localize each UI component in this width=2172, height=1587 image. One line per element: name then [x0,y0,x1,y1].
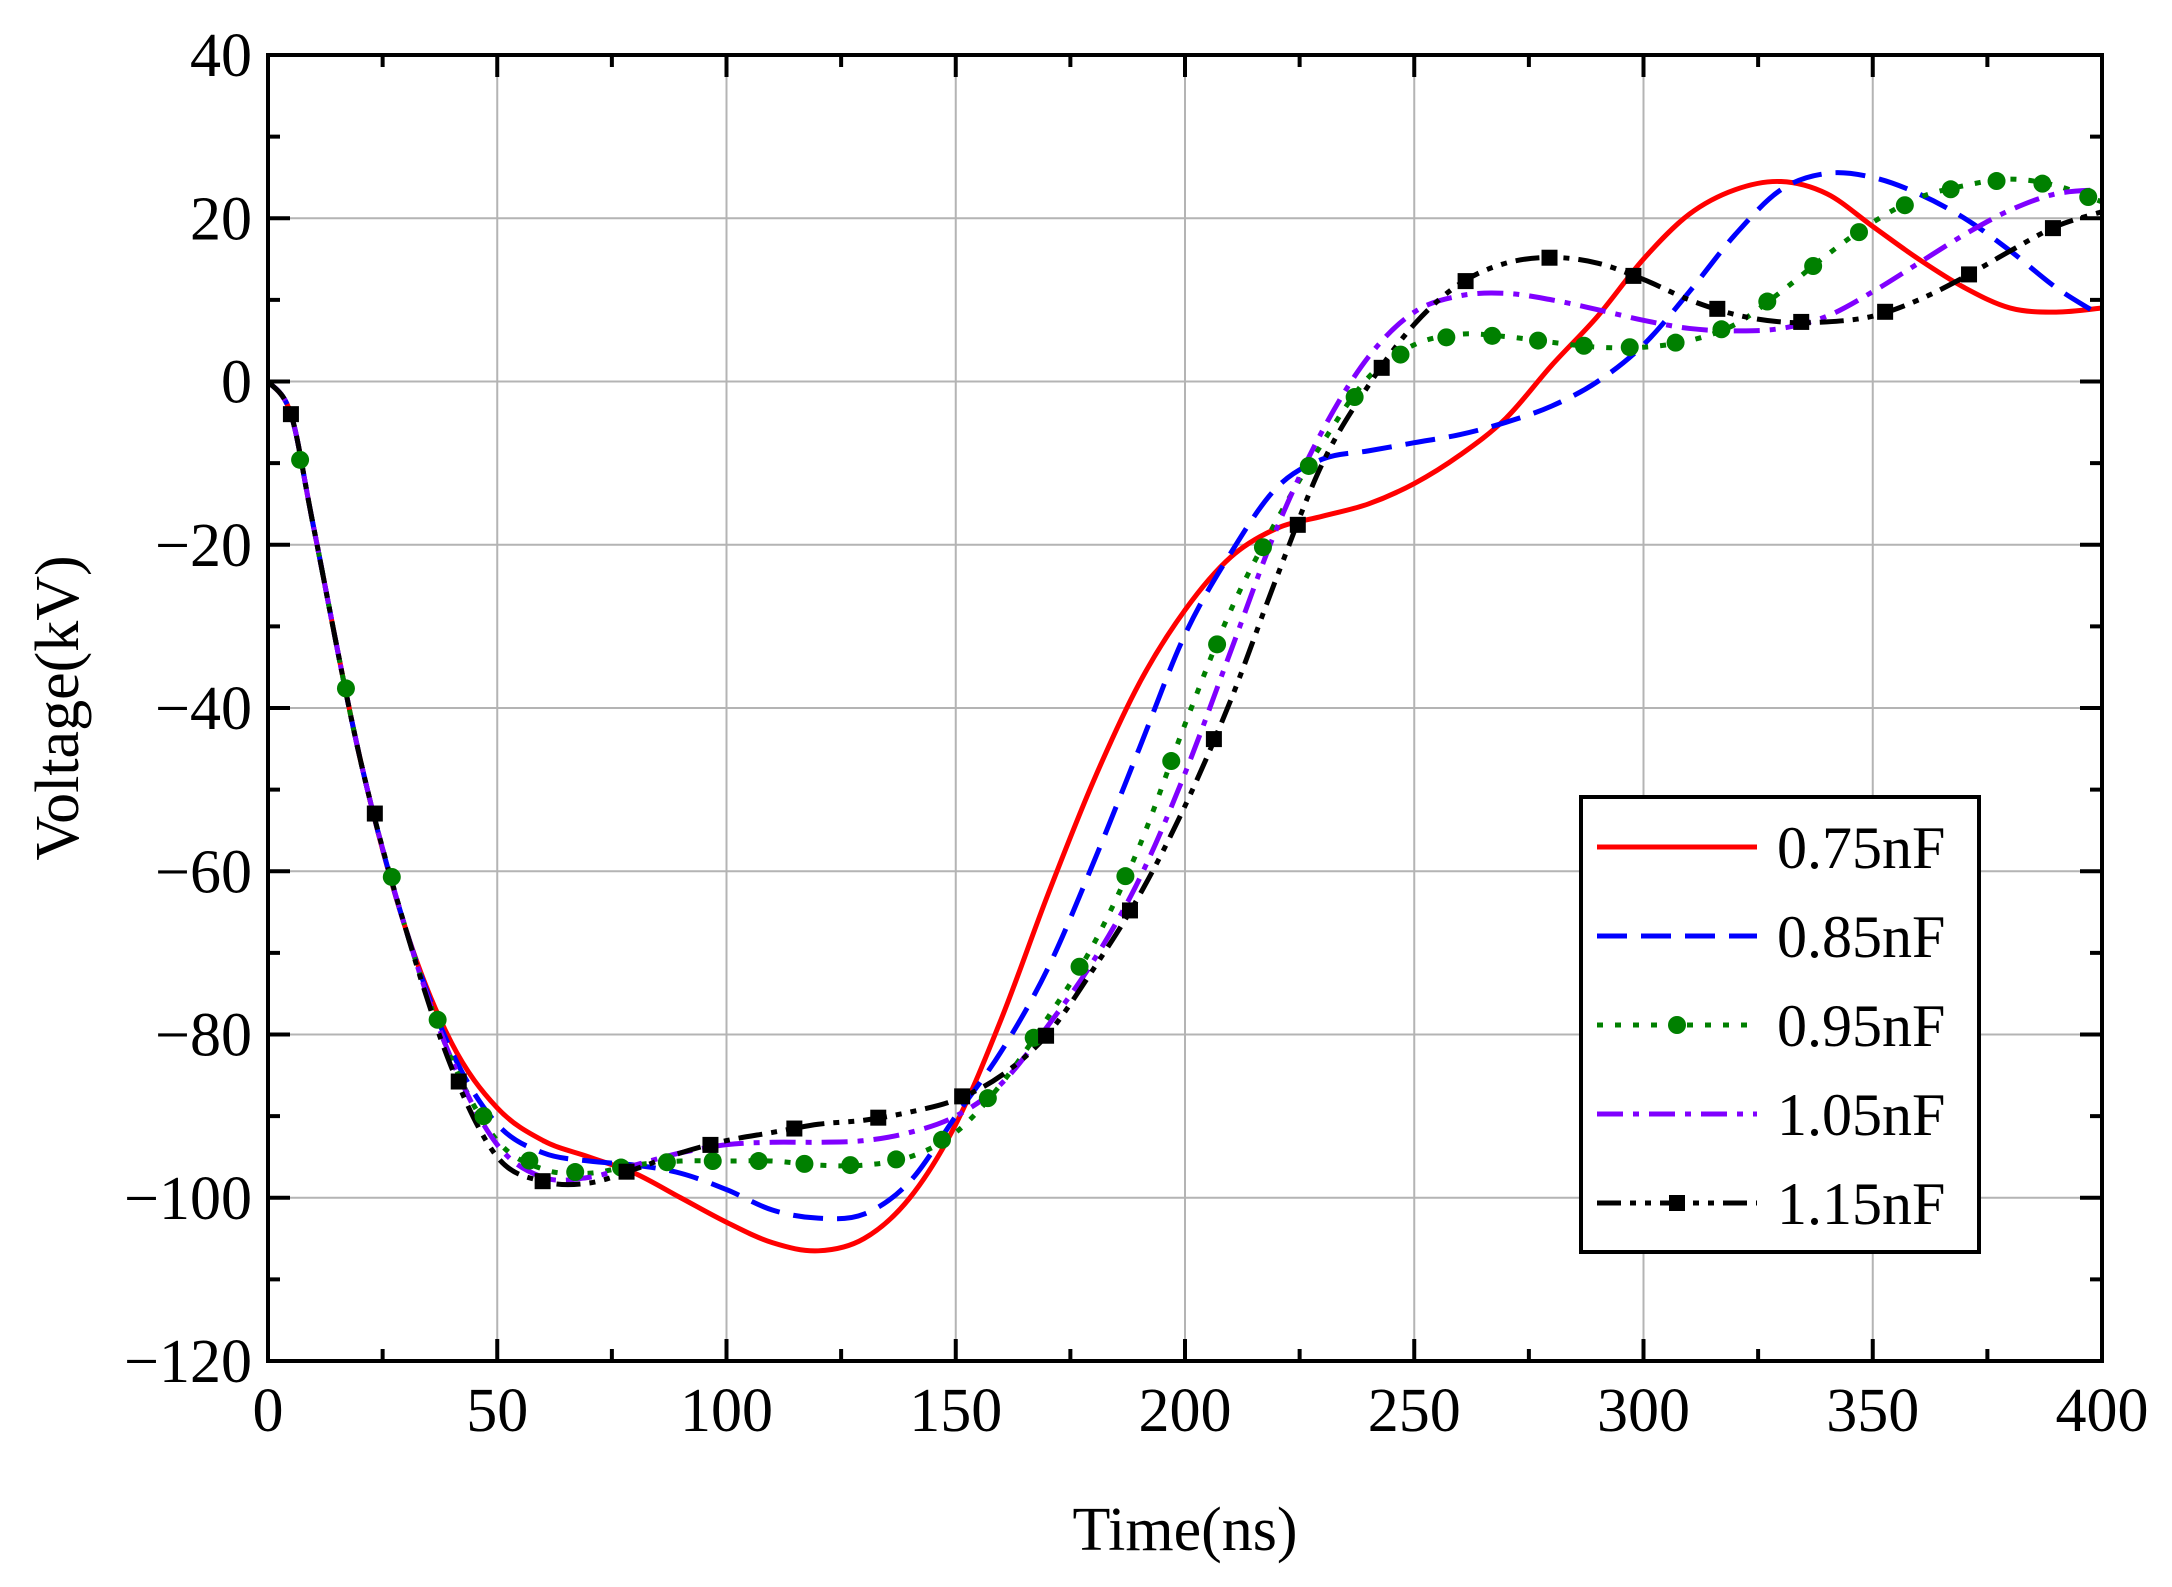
y-tick-label: −20 [155,512,252,580]
marker-point [1625,267,1642,284]
legend-marker [1669,1195,1685,1211]
x-axis-title: Time(ns) [1072,1496,1297,1564]
y-tick-label: 0 [221,349,252,417]
series-line-1.05nF [268,187,2102,1183]
marker-point [749,1152,768,1171]
markers-layer [282,172,2098,1190]
marker-point [428,1010,447,1029]
marker-point [1961,266,1978,283]
marker-point [382,867,401,886]
marker-point [282,406,299,423]
marker-point [1793,313,1810,330]
marker-point [450,1073,467,1090]
marker-point [932,1130,951,1149]
x-tick-label: 100 [680,1377,773,1445]
marker-point [1758,292,1777,311]
marker-point [1574,336,1593,355]
marker-point [1529,331,1548,350]
marker-point [1709,300,1726,317]
marker-point [291,450,310,469]
marker-point [1121,902,1138,919]
marker-point [954,1088,971,1105]
marker-point [786,1120,803,1137]
x-tick-label: 350 [1826,1377,1919,1445]
marker-point [657,1153,676,1172]
marker-point [1941,180,1960,199]
marker-point [520,1151,539,1170]
marker-point [1620,338,1639,357]
marker-point [887,1150,906,1169]
marker-point [1541,249,1558,266]
y-tick-label: −100 [124,1165,252,1233]
marker-point [618,1163,635,1180]
y-tick-label: −60 [155,838,252,906]
marker-point [2033,174,2052,193]
marker-point [2044,220,2061,237]
x-tick-label: 300 [1597,1377,1690,1445]
marker-point [702,1136,719,1153]
marker-point [1208,635,1227,654]
marker-point [1437,328,1456,347]
x-tick-label: 250 [1368,1377,1461,1445]
axis-ticks [266,53,2104,1363]
marker-point [1877,303,1894,320]
marker-point [336,679,355,698]
legend-label: 0.95nF [1777,993,1945,1059]
x-tick-label: 200 [1139,1377,1232,1445]
marker-point [1804,257,1823,276]
marker-point [566,1163,585,1182]
series-line-1.15nF [268,209,2102,1188]
marker-point [1116,867,1135,886]
legend-label: 1.15nF [1777,1171,1945,1237]
legend-label: 1.05nF [1777,1082,1945,1148]
x-tick-labels: 0 50 100 150 200 250 300 350 400 [253,1377,2149,1445]
y-tick-label: −120 [124,1328,252,1396]
legend-marker [1668,1016,1686,1034]
marker-point [1987,172,2006,191]
marker-point [703,1152,722,1171]
marker-point [534,1173,551,1190]
marker-point [1205,731,1222,748]
x-tick-label: 50 [466,1377,528,1445]
marker-point [1162,752,1181,771]
y-tick-label: 20 [190,185,252,253]
series-layer [268,170,2102,1254]
marker-point [1391,345,1410,364]
marker-point [1712,320,1731,339]
marker-point [1289,516,1306,533]
y-tick-label: −80 [155,1002,252,1070]
marker-point [1299,456,1318,475]
series-line-0.75nF [268,178,2102,1254]
y-tick-label: −40 [155,675,252,743]
marker-point [1895,196,1914,215]
marker-point [1070,957,1089,976]
x-tick-label: 0 [253,1377,284,1445]
x-tick-label: 400 [2056,1377,2149,1445]
y-tick-labels: −120 −100 −80 −60 −40 −20 0 20 40 [124,22,252,1396]
marker-point [978,1089,997,1108]
marker-point [1373,359,1390,376]
marker-point [1038,1027,1055,1044]
marker-point [1849,223,1868,242]
marker-point [1253,538,1272,557]
marker-point [474,1107,493,1126]
legend-box [1579,795,1981,1254]
marker-point [870,1109,887,1126]
marker-point [366,805,383,822]
marker-point [1345,388,1364,407]
marker-point [1666,333,1685,352]
legend: 0.75nF 0.85nF 0.95nF 1.05nF 1.15nF [1579,795,1981,1254]
marker-point [841,1156,860,1175]
marker-point [1457,273,1474,290]
legend-label: 0.85nF [1777,904,1945,970]
marker-point [795,1154,814,1173]
marker-point [1483,326,1502,345]
y-axis-title: Voltage(kV) [24,555,92,860]
legend-label: 0.75nF [1777,815,1945,881]
x-tick-label: 150 [909,1377,1002,1445]
y-tick-label: 40 [190,22,252,90]
marker-point [2079,188,2098,207]
